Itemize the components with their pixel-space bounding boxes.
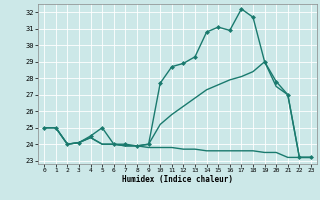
X-axis label: Humidex (Indice chaleur): Humidex (Indice chaleur) (122, 175, 233, 184)
